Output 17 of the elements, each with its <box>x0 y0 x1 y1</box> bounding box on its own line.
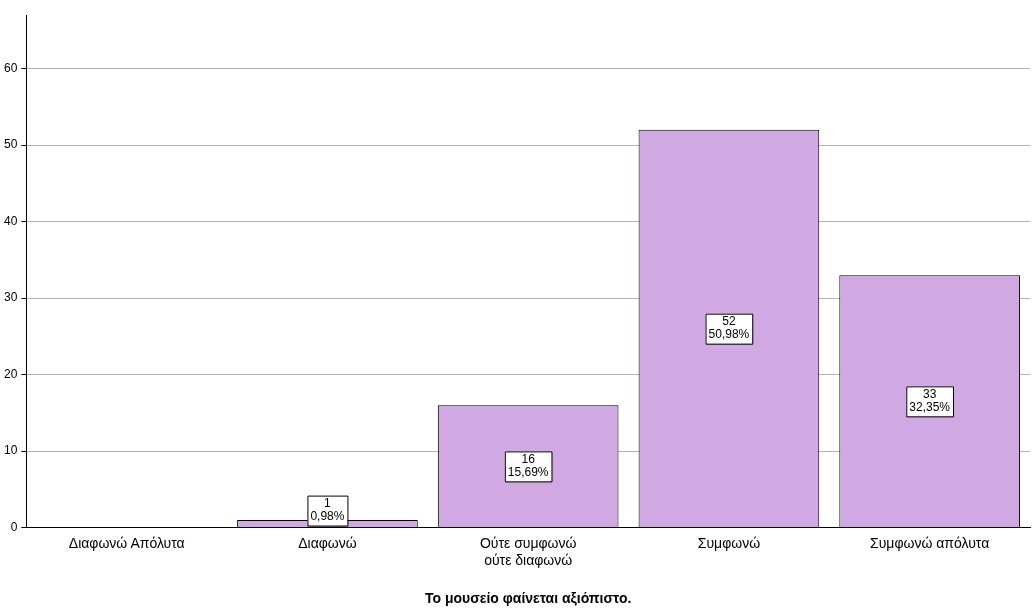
data-label: 33 32,35% <box>909 387 951 415</box>
x-tick-label: Ούτε συμφωνώ ούτε διαφωνώ <box>479 534 577 568</box>
y-tick-label: 20 <box>3 366 18 381</box>
x-tick-label: Διαφωνώ Απόλυτα <box>68 534 185 551</box>
y-tick-label: 10 <box>3 443 18 458</box>
y-tick-label: 0 <box>10 519 18 534</box>
y-tick-label: 50 <box>3 137 18 152</box>
y-tick-label: 30 <box>3 290 18 305</box>
y-tick-label: 40 <box>3 213 18 228</box>
x-tick-label: Συμφωνώ απόλυτα <box>870 534 990 551</box>
y-tick-label: 60 <box>3 60 18 75</box>
x-tick-label: Συμφωνώ <box>697 534 761 551</box>
data-label: 52 50,98% <box>708 314 750 342</box>
data-label: 16 15,69% <box>507 452 549 480</box>
x-tick-label: Διαφωνώ <box>298 534 357 551</box>
x-axis-title: Το μουσείο φαίνεται αξιόπιστο. <box>425 590 632 607</box>
data-label: 1 0,98% <box>310 496 345 524</box>
